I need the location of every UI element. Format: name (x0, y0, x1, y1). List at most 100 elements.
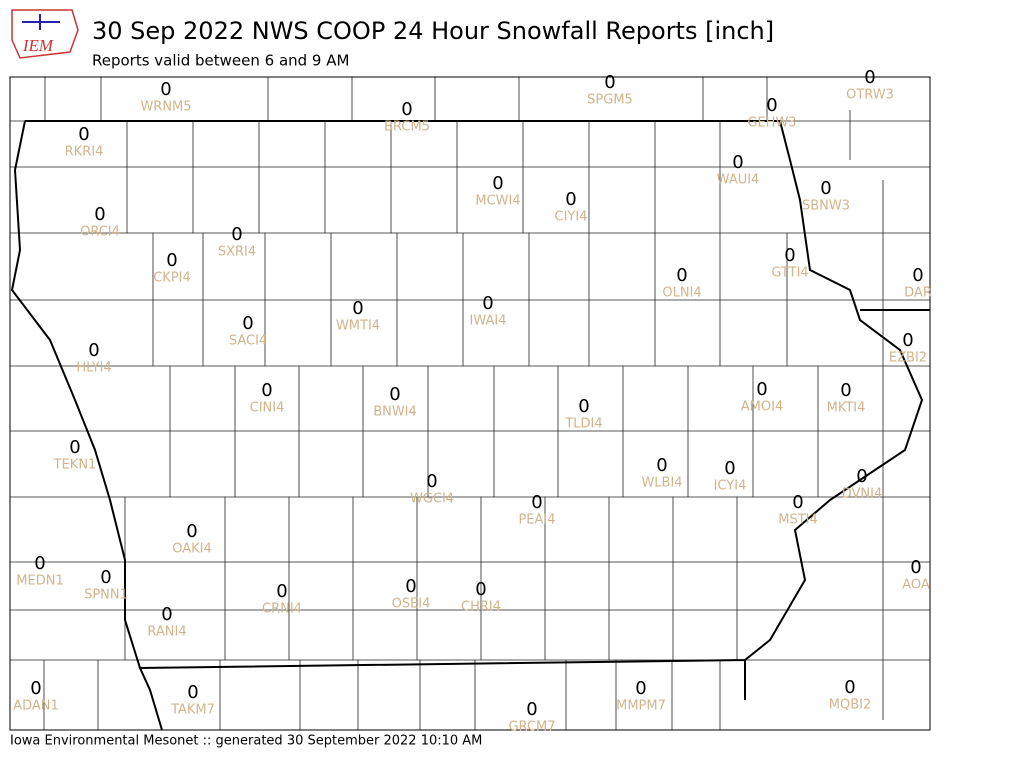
map-frame (9, 76, 931, 731)
station-value: 0 (910, 557, 921, 578)
station-id: EZBI2 (889, 351, 927, 366)
subtitle: Reports valid between 6 and 9 AM (92, 52, 349, 70)
station-id: OLNI4 (662, 286, 701, 301)
station-id: BNWI4 (373, 405, 417, 420)
station-value: 0 (635, 678, 646, 699)
station-value: 0 (531, 492, 542, 513)
station-value: 0 (231, 224, 242, 245)
station-id: MMPM7 (616, 699, 666, 714)
station-value: 0 (565, 189, 576, 210)
station-id: WAUI4 (717, 173, 760, 188)
station-id: TAKM7 (170, 703, 215, 718)
logo-text: IEM (22, 36, 54, 55)
station-value: 0 (34, 553, 45, 574)
station-id: WMTI4 (336, 319, 380, 334)
station-id: SACI4 (229, 334, 267, 349)
station-value: 0 (676, 265, 687, 286)
station-value: 0 (902, 330, 913, 351)
footer: Iowa Environmental Mesonet :: generated … (10, 734, 482, 749)
station-value: 0 (792, 492, 803, 513)
station-id: WLBI4 (641, 476, 682, 491)
station-id: SPNN1 (84, 588, 128, 603)
station-value: 0 (604, 72, 615, 93)
station-id: HLYI4 (76, 361, 111, 376)
station-id: CRNI4 (262, 602, 302, 617)
station-value: 0 (401, 99, 412, 120)
station-id: MCWI4 (475, 194, 520, 209)
station-id: CKPI4 (153, 271, 191, 286)
station-value: 0 (69, 437, 80, 458)
station-value: 0 (766, 95, 777, 116)
state-border (25, 120, 924, 730)
station-value: 0 (840, 380, 851, 401)
station-value: 0 (732, 152, 743, 173)
boundaries (10, 77, 930, 730)
station-id: GEHW3 (747, 116, 796, 131)
station-value: 0 (526, 699, 537, 720)
station-id: MEDN1 (16, 574, 63, 589)
station-id: BRCM5 (384, 120, 430, 135)
station-id: PEAI4 (518, 513, 555, 528)
station-id: ADAN1 (13, 699, 59, 714)
station-value: 0 (856, 466, 867, 487)
station-id: OTRW3 (846, 88, 894, 103)
station-id: SBNW3 (802, 199, 850, 214)
station-id: RANI4 (147, 625, 186, 640)
station-id: WGCI4 (410, 492, 454, 507)
station-id: DVNI4 (842, 487, 883, 502)
station-value: 0 (492, 173, 503, 194)
station-value: 0 (186, 521, 197, 542)
title: 30 Sep 2022 NWS COOP 24 Hour Snowfall Re… (92, 17, 774, 45)
station-id: ORCI4 (80, 225, 120, 240)
station-value: 0 (161, 604, 172, 625)
station-id: MKTI4 (827, 401, 866, 416)
station-id: OAKI4 (172, 542, 212, 557)
station-id: MSTI4 (778, 513, 818, 528)
station-value: 0 (78, 124, 89, 145)
station-id: OSEI4 (392, 597, 431, 612)
station-id: GRCM7 (508, 720, 555, 735)
station-id: WRNM5 (140, 100, 191, 115)
state-border (10, 120, 141, 669)
station-value: 0 (784, 245, 795, 266)
station-value: 0 (405, 576, 416, 597)
station-id: SPGM5 (587, 93, 633, 108)
station-value: 0 (578, 396, 589, 417)
station-value: 0 (656, 455, 667, 476)
station-id: SXRI4 (218, 245, 256, 260)
station-value: 0 (261, 380, 272, 401)
station-id: AOA (902, 578, 930, 593)
station-value: 0 (389, 384, 400, 405)
station-value: 0 (160, 79, 171, 100)
station-value: 0 (30, 678, 41, 699)
station-value: 0 (100, 567, 111, 588)
station-id: TEKN1 (53, 458, 97, 473)
station-value: 0 (94, 204, 105, 225)
station-value: 0 (724, 458, 735, 479)
station-value: 0 (166, 250, 177, 271)
station-id: IWAI4 (470, 314, 507, 329)
station-value: 0 (88, 340, 99, 361)
station-value: 0 (756, 379, 767, 400)
station-id: CINI4 (250, 401, 285, 416)
station-value: 0 (844, 677, 855, 698)
station-id: GTTI4 (771, 266, 808, 281)
station-id: AMOI4 (741, 400, 783, 415)
station-value: 0 (482, 293, 493, 314)
station-value: 0 (187, 682, 198, 703)
station-id: MQBI2 (829, 698, 871, 713)
station-value: 0 (276, 581, 287, 602)
station-value: 0 (475, 579, 486, 600)
station-value: 0 (912, 265, 923, 286)
station-value: 0 (426, 471, 437, 492)
station-id: TLDI4 (564, 417, 602, 432)
station-value: 0 (864, 67, 875, 88)
station-id: ICYI4 (714, 479, 747, 494)
station-id: CHRI4 (461, 600, 501, 615)
station-value: 0 (352, 298, 363, 319)
logo: IEM (11, 9, 79, 59)
station-value: 0 (242, 313, 253, 334)
